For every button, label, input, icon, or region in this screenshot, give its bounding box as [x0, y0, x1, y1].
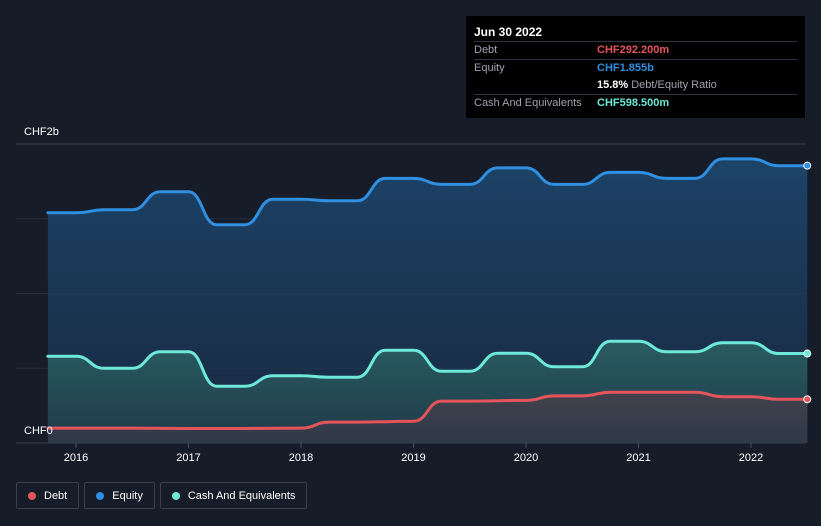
- equity-end-point: [803, 161, 812, 170]
- tooltip-ratio-text: Debt/Equity Ratio: [631, 79, 717, 91]
- tooltip-row-equity: Equity CHF1.855b: [474, 59, 797, 77]
- tooltip-date: Jun 30 2022: [474, 25, 543, 39]
- tooltip-row-debt: Debt CHF292.200m: [474, 41, 797, 59]
- tooltip-equity-label: Equity: [474, 62, 505, 74]
- x-tick-label: 2019: [401, 452, 425, 464]
- legend-equity-dot-icon: [96, 491, 105, 500]
- tooltip-debt-value: CHF292.200m: [597, 44, 670, 56]
- cash-end-point: [803, 349, 812, 358]
- debt-area: [47, 392, 808, 443]
- tooltip-ratio-pct: 15.8%: [597, 79, 629, 91]
- debt-line: [46, 390, 809, 430]
- legend-cash-dot-icon: [171, 491, 180, 500]
- x-tick-label: 2022: [739, 452, 763, 464]
- legend-cash-label: Cash And Equivalents: [187, 489, 296, 502]
- legend-debt-dot-icon: [28, 491, 36, 500]
- equity-line: [46, 157, 809, 227]
- legend-equity-label: Equity: [112, 489, 143, 502]
- debt-end-point: [803, 395, 812, 404]
- legend: Debt Equity Cash And Equivalents: [16, 482, 308, 509]
- x-tick-label: 2017: [176, 452, 200, 464]
- y-tick-label-zero: CHF0: [24, 425, 53, 437]
- cash-line: [46, 339, 809, 388]
- x-axis-ticks: 2016 2017 2018 2019 2020 2021 2022: [64, 443, 763, 464]
- legend-debt-label: Debt: [44, 489, 68, 502]
- legend-item-debt[interactable]: Debt: [16, 482, 80, 509]
- series-areas: [47, 158, 808, 443]
- legend-item-cash[interactable]: Cash And Equivalents: [159, 482, 308, 509]
- tooltip-row-ratio: 15.8% Debt/Equity Ratio: [474, 77, 797, 94]
- series-lines: [46, 157, 812, 430]
- x-tick-label: 2018: [289, 452, 313, 464]
- x-tick-label: 2021: [626, 452, 650, 464]
- legend-item-equity[interactable]: Equity: [84, 482, 155, 509]
- tooltip-cash-value: CHF598.500m: [597, 97, 670, 109]
- y-tick-label-top: CHF2b: [24, 126, 59, 138]
- tooltip-row-cash: Cash And Equivalents CHF598.500m: [474, 94, 797, 112]
- x-tick-label: 2016: [64, 452, 88, 464]
- tooltip-panel: Jun 30 2022 Debt CHF292.200m Equity CHF1…: [466, 16, 805, 118]
- x-tick-label: 2020: [514, 452, 538, 464]
- tooltip-equity-value: CHF1.855b: [597, 62, 654, 74]
- tooltip-cash-label: Cash And Equivalents: [474, 97, 582, 109]
- tooltip-debt-label: Debt: [474, 44, 498, 56]
